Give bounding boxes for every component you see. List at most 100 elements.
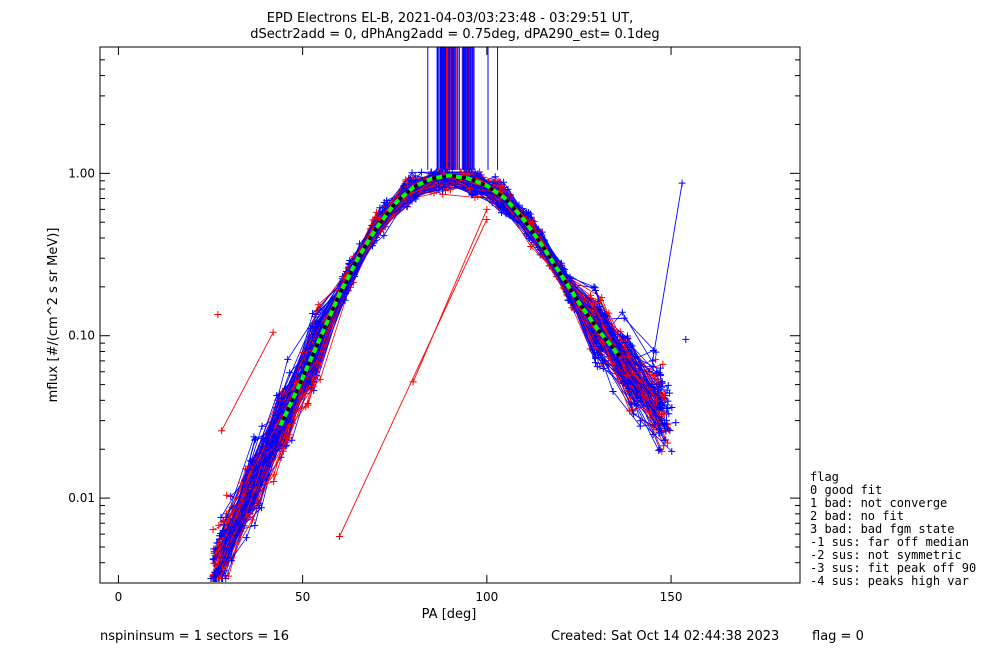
data-point (655, 429, 663, 437)
data-point (678, 179, 686, 187)
data-point (498, 182, 506, 190)
data-point (223, 491, 231, 499)
data-point (273, 392, 281, 400)
data-point (439, 179, 447, 187)
legend-item: 3 bad: bad fgm state (810, 522, 955, 536)
data-point (663, 405, 671, 413)
data-point (663, 416, 671, 424)
flux-trace (216, 175, 665, 579)
data-point (619, 379, 627, 387)
legend-item: 1 bad: not converge (810, 496, 947, 510)
data-point (523, 208, 531, 216)
data-point (209, 526, 217, 534)
data-point (624, 384, 632, 392)
data-point (341, 296, 349, 304)
data-point (252, 459, 260, 467)
data-point (658, 392, 666, 400)
data-point (380, 232, 388, 240)
data-point (656, 364, 664, 372)
data-point (668, 404, 676, 412)
data-point (222, 513, 230, 521)
data-point (649, 357, 657, 365)
data-point (209, 555, 217, 563)
data-point (474, 192, 482, 200)
data-point (288, 436, 296, 444)
legend-item: -3 sus: fit peak off 90 (810, 561, 976, 575)
data-point (316, 375, 324, 383)
data-point (664, 439, 672, 447)
data-point (598, 293, 606, 301)
data-point (250, 466, 258, 474)
data-point (654, 383, 662, 391)
x-axis-label: PA [deg] (422, 607, 477, 622)
flux-trace (215, 179, 659, 579)
flux-trace (213, 172, 656, 579)
data-point (210, 556, 218, 564)
data-point (594, 313, 602, 321)
data-point (491, 173, 499, 181)
footer-flag: flag = 0 (812, 629, 864, 644)
data-point (624, 358, 632, 366)
flux-trace (225, 183, 659, 545)
data-point (649, 347, 657, 355)
data-point (592, 331, 600, 339)
flux-trace (221, 171, 659, 569)
data-point (219, 518, 227, 526)
y-axis-label: mflux [#/(cm^2 s sr MeV)] (46, 228, 61, 403)
data-point (659, 360, 667, 368)
chart-subtitle: dSectr2add = 0, dPhAng2add = 0.75deg, dP… (250, 27, 659, 42)
data-point (466, 185, 474, 193)
data-point (214, 564, 222, 572)
flux-trace (214, 172, 655, 579)
flux-trace (214, 186, 658, 573)
data-point (405, 176, 413, 184)
flux-trace (220, 173, 660, 569)
data-point (258, 422, 266, 430)
flux-trace (212, 174, 657, 579)
footer-created: Created: Sat Oct 14 02:44:38 2023 (551, 629, 779, 644)
flux-trace (215, 183, 661, 550)
data-point (215, 574, 223, 582)
flux-trace (225, 171, 665, 566)
data-point (215, 540, 223, 548)
data-point (625, 353, 633, 361)
data-point (250, 493, 258, 501)
flux-trace (210, 179, 656, 579)
flux-trace (220, 179, 657, 577)
data-point (275, 441, 283, 449)
data-point (497, 187, 505, 195)
flux-trace (214, 176, 663, 564)
flux-trace (216, 171, 654, 558)
flux-trace (224, 171, 660, 557)
x-tick-label: 150 (660, 590, 683, 604)
data-point (625, 377, 633, 385)
legend-item: -1 sus: far off median (810, 535, 969, 549)
data-point (468, 190, 476, 198)
data-point (628, 401, 636, 409)
data-point (593, 336, 601, 344)
data-point (589, 301, 597, 309)
flux-trace (219, 172, 661, 576)
flux-trace (213, 171, 659, 577)
data-point (653, 369, 661, 377)
data-point (596, 319, 604, 327)
data-point (652, 397, 660, 405)
data-point (618, 308, 626, 316)
outlier-trace (221, 332, 274, 431)
data-point (654, 393, 662, 401)
flux-trace (218, 173, 668, 569)
flux-trace (215, 171, 661, 556)
data-point (308, 331, 316, 339)
data-point (403, 202, 411, 210)
chart-title: EPD Electrons EL-B, 2021-04-03/03:23:48 … (267, 11, 633, 26)
data-point (448, 168, 456, 176)
data-point (657, 382, 665, 390)
flux-trace (217, 172, 657, 552)
data-point (269, 328, 277, 336)
flux-trace (212, 174, 654, 577)
data-point (504, 185, 512, 193)
data-point (335, 533, 343, 541)
data-point (219, 527, 227, 535)
flux-trace (216, 174, 654, 579)
